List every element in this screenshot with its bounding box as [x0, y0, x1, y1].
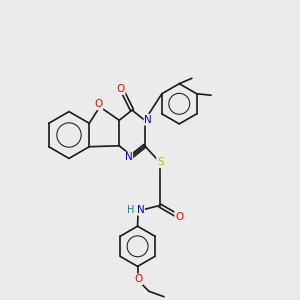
Text: N: N: [145, 115, 152, 125]
Text: H: H: [127, 205, 134, 215]
Text: O: O: [175, 212, 183, 222]
Text: O: O: [116, 84, 125, 94]
Text: O: O: [134, 274, 142, 284]
Text: O: O: [94, 99, 102, 110]
Text: N: N: [124, 152, 132, 163]
Text: S: S: [157, 157, 164, 167]
Text: N: N: [137, 205, 144, 215]
